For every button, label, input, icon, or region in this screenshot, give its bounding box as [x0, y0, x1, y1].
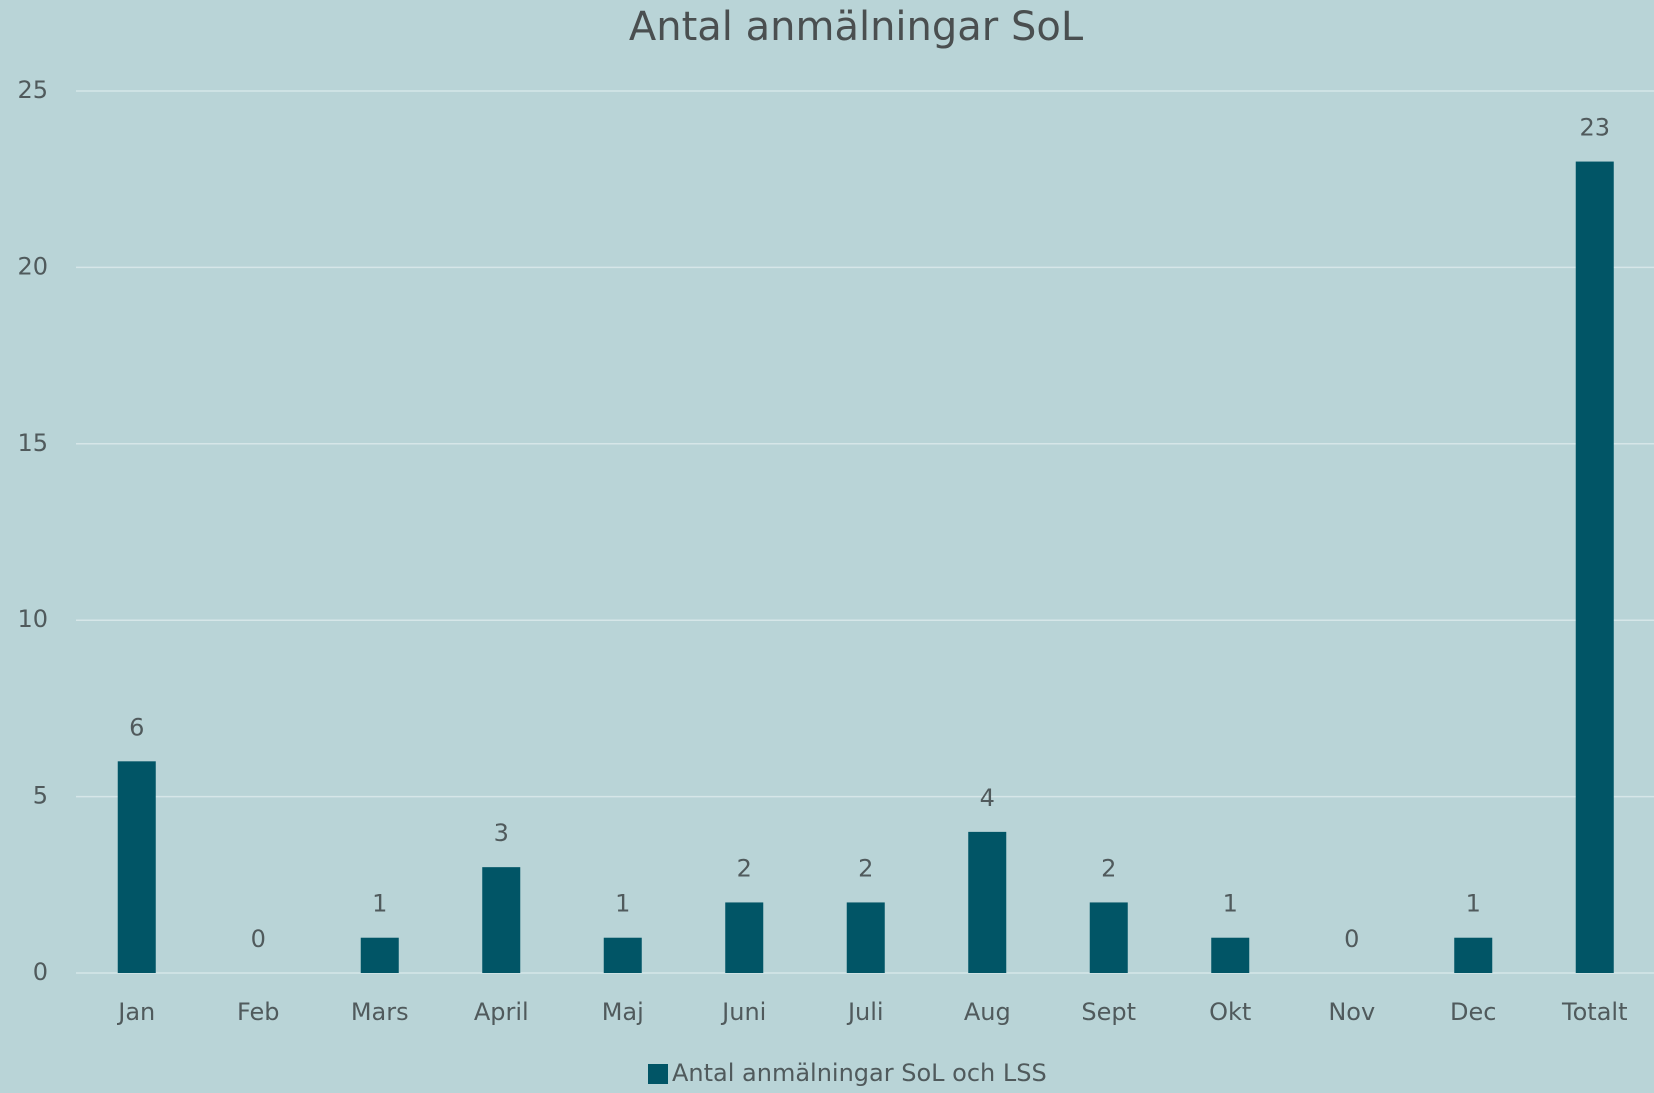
data-label: 1 — [615, 890, 630, 918]
x-tick-label: April — [474, 998, 529, 1026]
x-tick-label: Jan — [116, 998, 155, 1026]
x-tick-label: Juli — [846, 998, 884, 1026]
data-label: 1 — [1466, 890, 1481, 918]
x-tick-label: Sept — [1081, 998, 1136, 1026]
chart-title: Antal anmälningar SoL — [629, 4, 1084, 50]
x-tick-label: Aug — [964, 998, 1011, 1026]
data-label: 4 — [980, 784, 995, 812]
bar — [968, 831, 1007, 973]
data-label: 3 — [494, 819, 509, 847]
bar — [603, 937, 642, 973]
x-tick-label: Okt — [1209, 998, 1251, 1026]
x-tick-label: Dec — [1450, 998, 1496, 1026]
y-tick-label: 15 — [17, 429, 48, 457]
bar — [1089, 902, 1128, 973]
bar — [1211, 937, 1250, 973]
legend-swatch — [648, 1064, 668, 1084]
bar — [725, 902, 764, 973]
y-tick-label: 5 — [33, 782, 48, 810]
data-label: 2 — [1101, 854, 1116, 882]
data-label: 2 — [737, 854, 752, 882]
bar — [117, 761, 156, 973]
bar — [1454, 937, 1493, 973]
y-tick-label: 10 — [17, 605, 48, 633]
data-label: 1 — [1223, 890, 1238, 918]
data-label: 23 — [1579, 114, 1610, 142]
x-tick-label: Maj — [602, 998, 644, 1026]
bar — [1575, 161, 1614, 973]
data-label: 0 — [1344, 925, 1359, 953]
data-label: 6 — [129, 713, 144, 741]
bar — [846, 902, 885, 973]
bar — [482, 867, 521, 973]
legend-label: Antal anmälningar SoL och LSS — [672, 1059, 1047, 1087]
y-tick-label: 0 — [33, 958, 48, 986]
x-tick-label: Juni — [720, 998, 766, 1026]
data-label: 2 — [858, 854, 873, 882]
x-tick-label: Mars — [351, 998, 409, 1026]
x-tick-label: Totalt — [1561, 998, 1627, 1026]
y-tick-label: 25 — [17, 76, 48, 104]
x-tick-label: Nov — [1328, 998, 1375, 1026]
x-tick-label: Feb — [237, 998, 280, 1026]
bar — [360, 937, 399, 973]
data-label: 0 — [251, 925, 266, 953]
data-label: 1 — [372, 890, 387, 918]
y-tick-label: 20 — [17, 252, 48, 280]
